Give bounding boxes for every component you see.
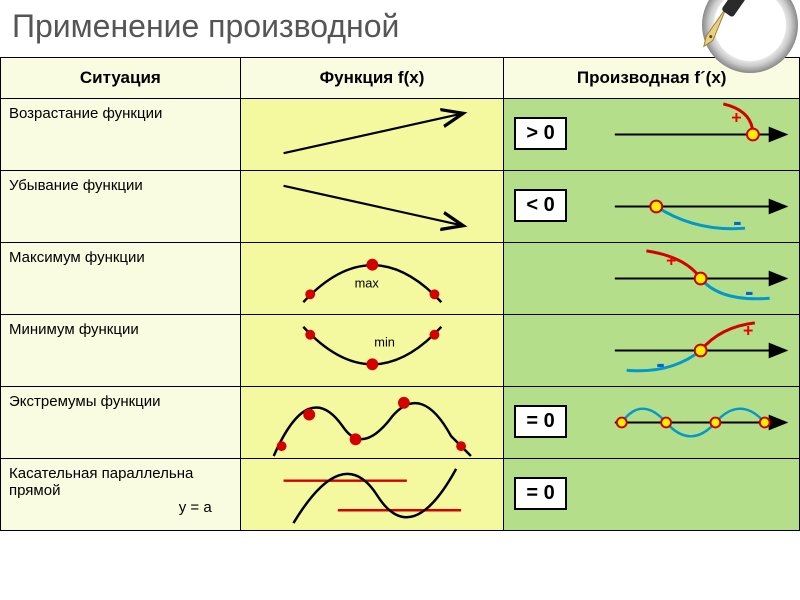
table-row: Минимум функции min -+ xyxy=(1,315,800,387)
header-fx: Функция f(x) xyxy=(240,58,504,99)
derivative-cell: > 0 + xyxy=(504,99,800,171)
fx-cell xyxy=(240,459,504,531)
svg-text:-: - xyxy=(657,350,666,378)
table-row: Убывание функции < 0 - xyxy=(1,171,800,243)
svg-text:+: + xyxy=(743,321,753,341)
header-situation: Ситуация xyxy=(1,58,241,99)
derivative-cell: = 0 xyxy=(504,387,800,459)
derivative-cell: < 0 - xyxy=(504,171,800,243)
situation-cell: Возрастание функции xyxy=(1,99,241,171)
fountain-pen-icon xyxy=(640,0,800,80)
svg-text:+: + xyxy=(732,108,742,128)
svg-text:+: + xyxy=(666,251,676,271)
derivative-table: Ситуация Функция f(x) Производная f´(x) … xyxy=(0,57,800,531)
table-row: Касательная параллельна прямойy = a = 0 xyxy=(1,459,800,531)
table-row: Возрастание функции > 0 + xyxy=(1,99,800,171)
fx-cell xyxy=(240,99,504,171)
table-row: Экстремумы функции = 0 xyxy=(1,387,800,459)
svg-text:max: max xyxy=(354,275,379,290)
fx-cell: min xyxy=(240,315,504,387)
table-row: Максимум функции max +- xyxy=(1,243,800,315)
situation-cell: Максимум функции xyxy=(1,243,241,315)
fx-cell: max xyxy=(240,243,504,315)
derivative-cell: +- xyxy=(504,243,800,315)
svg-text:-: - xyxy=(745,278,754,306)
derivative-cell: -+ xyxy=(504,315,800,387)
situation-cell: Убывание функции xyxy=(1,171,241,243)
situation-cell: Касательная параллельна прямойy = a xyxy=(1,459,241,531)
situation-cell: Минимум функции xyxy=(1,315,241,387)
derivative-cell: = 0 xyxy=(504,459,800,531)
situation-cell: Экстремумы функции xyxy=(1,387,241,459)
svg-text:min: min xyxy=(374,335,395,350)
fx-cell xyxy=(240,171,504,243)
fx-cell xyxy=(240,387,504,459)
svg-text:-: - xyxy=(734,208,743,236)
